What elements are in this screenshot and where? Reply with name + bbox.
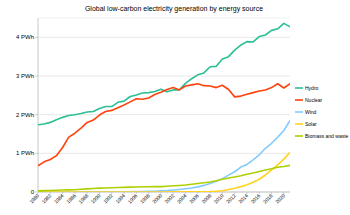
legend-label: Hydro	[305, 85, 319, 91]
x-tick	[50, 192, 51, 194]
x-tick-label: 1994	[114, 192, 126, 204]
x-tick	[62, 192, 63, 194]
x-tick	[185, 192, 186, 194]
x-tick	[173, 192, 174, 194]
x-tick	[222, 192, 223, 194]
x-tick-label: 2012	[225, 192, 237, 204]
y-tick	[35, 153, 38, 154]
x-tick-label: 2002	[163, 192, 175, 204]
legend-swatch	[295, 99, 303, 101]
x-tick-label: 2018	[262, 192, 274, 204]
x-tick	[124, 192, 125, 194]
x-tick-label: 2004	[176, 192, 188, 204]
x-tick	[210, 192, 211, 194]
x-tick	[197, 192, 198, 194]
title: Global low-carbon electricity generation…	[85, 5, 263, 13]
legend-label: Nuclear	[305, 97, 323, 103]
x-tick-label: 2000	[151, 192, 163, 204]
x-tick	[38, 192, 39, 194]
x-tick	[234, 192, 235, 194]
series-line	[38, 84, 290, 166]
x-tick	[148, 192, 149, 194]
series-line	[38, 120, 290, 192]
x-tick-label: 2016	[249, 192, 261, 204]
x-tick-label: 1982	[40, 192, 52, 204]
y-tick-label: 2 PWh	[16, 112, 34, 118]
x-tick-label: 2010	[212, 192, 224, 204]
x-tick-label: 2020	[274, 192, 286, 204]
x-tick	[271, 192, 272, 194]
series-line	[38, 23, 290, 124]
legend-label: Biomass and waste	[305, 133, 349, 139]
legend-swatch	[295, 135, 303, 137]
x-tick-label: 1980	[28, 192, 40, 204]
x-tick	[259, 192, 260, 194]
plot-lines	[38, 23, 290, 192]
x-tick-label: 1988	[77, 192, 89, 204]
x-tick-label: 1984	[53, 192, 65, 204]
series-line	[38, 165, 290, 191]
x-tick	[111, 192, 112, 194]
x-tick-label: 2014	[237, 192, 249, 204]
x-tick	[99, 192, 100, 194]
y-tick-label: 4 PWh	[16, 34, 34, 40]
legend-swatch	[295, 87, 303, 89]
grid-line	[38, 76, 290, 77]
y-tick-label: 1 PWh	[16, 150, 34, 156]
x-tick	[74, 192, 75, 194]
x-tick-label: 2008	[200, 192, 212, 204]
x-tick	[246, 192, 247, 194]
x-tick-label: 1992	[102, 192, 114, 204]
grid-line	[38, 37, 290, 38]
x-tick-label: 1990	[90, 192, 102, 204]
y-tick	[35, 37, 38, 38]
series-line	[38, 152, 290, 192]
y-tick	[35, 114, 38, 115]
x-tick	[87, 192, 88, 194]
x-tick	[160, 192, 161, 194]
x-tick	[283, 192, 284, 194]
chart: Global low-carbon electricity generation…	[0, 0, 350, 215]
x-tick	[136, 192, 137, 194]
y-tick	[35, 76, 38, 77]
x-tick-label: 1986	[65, 192, 77, 204]
legend-swatch	[295, 123, 303, 125]
x-tick-label: 2006	[188, 192, 200, 204]
x-tick-label: 1996	[126, 192, 138, 204]
legend-swatch	[295, 111, 303, 113]
grid-line	[38, 153, 290, 154]
legend-label: Wind	[305, 109, 317, 115]
x-tick-label: 1998	[139, 192, 151, 204]
plot-frame	[38, 18, 290, 19]
legend-label: Solar	[305, 121, 317, 127]
y-tick-label: 3 PWh	[16, 73, 34, 79]
